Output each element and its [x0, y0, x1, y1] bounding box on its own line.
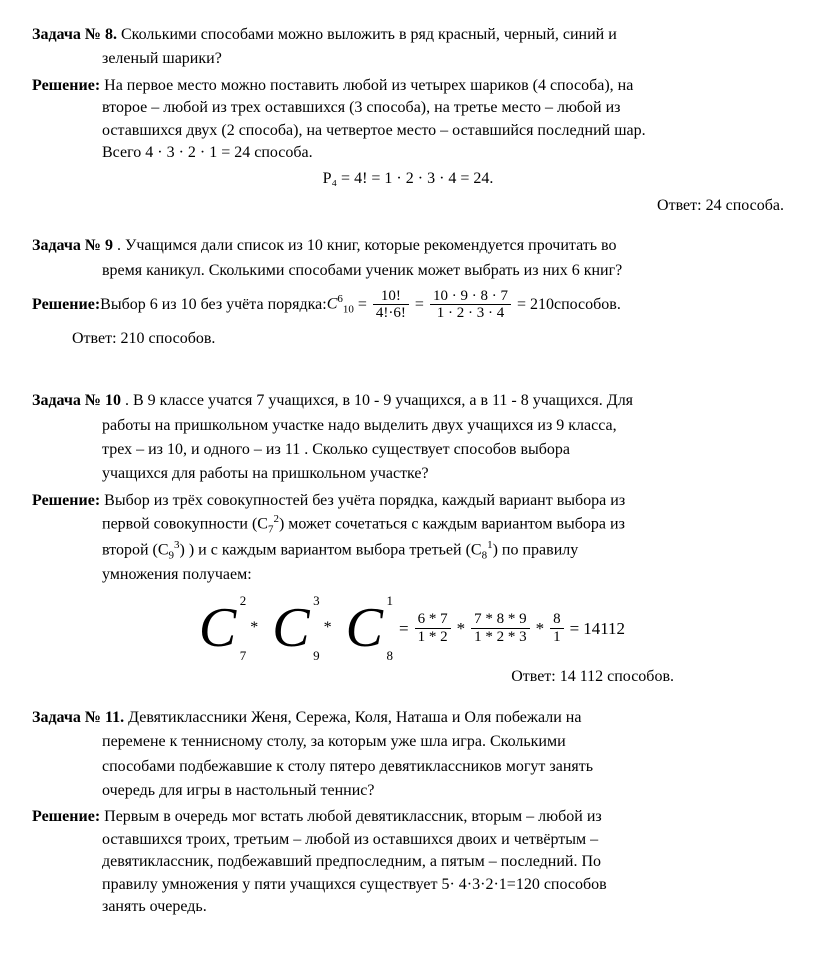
rhs-frac3: 8 1	[550, 611, 564, 645]
problem-8-title: Задача № 8.	[32, 26, 117, 43]
problem-10-answer: Ответ: 14 112 способов.	[32, 666, 784, 688]
eq-sign: =	[399, 617, 409, 641]
bigC2-base: C	[272, 597, 309, 659]
bigC2-sup: 3	[313, 594, 320, 607]
problem-11-text-l3: способами подбежавшие к столу пятеро дев…	[102, 756, 784, 778]
problem-11-text-l4: очередь для игры в настольный теннис?	[102, 780, 784, 802]
problem-11-sol-l2: оставшихся троих, третьим – любой из ост…	[102, 829, 784, 851]
problem-8-solution-label: Решение:	[32, 77, 100, 94]
bigC2-sub: 9	[313, 649, 320, 662]
problem-11-text-l1: Девятиклассники Женя, Сережа, Коля, Ната…	[128, 709, 581, 726]
frac2-den: 1 · 2 · 3 · 4	[430, 305, 511, 322]
frac-2: 10 · 9 · 8 · 7 1 · 2 · 3 · 4	[430, 288, 511, 322]
problem-10-solution-label: Решение:	[32, 492, 100, 509]
problem-10: Задача № 10 . В 9 классе учатся 7 учащих…	[32, 390, 784, 689]
sol-l2a: первой совокупности (C	[102, 516, 268, 533]
problem-8-text-l2: зеленый шарики?	[102, 48, 784, 70]
big-formula-rhs: = 6 * 7 1 * 2 * 7 * 8 * 9 1 * 2 * 3 * 8 …	[399, 611, 625, 645]
sol-l2-sub: 7	[268, 524, 274, 536]
problem-10-text-l1: . В 9 классе учатся 7 учащихся, в 10 - 9…	[125, 392, 633, 409]
problem-11-sol-l5: занять очередь.	[102, 896, 784, 918]
sol-l3-sub2: 8	[482, 550, 488, 562]
problem-10-text-l4: учащихся для работы на пришкольном участ…	[102, 463, 784, 485]
rhs-f2-den: 1 * 2 * 3	[471, 629, 530, 646]
bigC3-sub: 8	[387, 649, 394, 662]
star-rhs-2: *	[536, 617, 545, 641]
problem-8-formula: P₄ = 4! = 1 · 2 · 3 · 4 = 24.	[32, 168, 784, 190]
c-letter: C	[327, 295, 338, 312]
rhs-f2-num: 7 * 8 * 9	[471, 611, 530, 629]
problem-11-sol-l4: правилу умножения у пяти учащихся сущест…	[102, 874, 784, 896]
equals-2: =	[411, 294, 428, 316]
problem-8-answer: Ответ: 24 способа.	[32, 195, 784, 217]
problem-9-sol-prefix: Выбор 6 из 10 без учёта порядка:	[100, 294, 327, 316]
rhs-frac2: 7 * 8 * 9 1 * 2 * 3	[471, 611, 530, 645]
rhs-result: 14112	[583, 617, 625, 641]
problem-11-sol-l1: Первым в очередь мог встать любой девяти…	[104, 808, 602, 825]
bigC1-sub: 7	[240, 649, 247, 662]
bigC-1: C 2 7	[191, 600, 244, 656]
problem-11: Задача № 11. Девятиклассники Женя, Сереж…	[32, 707, 784, 919]
spacer	[32, 368, 784, 390]
star-rhs-1: *	[457, 617, 466, 641]
bigC1-sup: 2	[240, 594, 247, 607]
problem-9-result: 210	[530, 294, 554, 316]
problem-9-answer: Ответ: 210 способов.	[72, 328, 784, 350]
bigC3-sup: 1	[387, 594, 394, 607]
problem-10-big-formula: C 2 7 * C 3 9 * C 1 8 = 6 * 7 1 * 2 * 7 …	[32, 600, 784, 656]
problem-11-text-l2: перемене к теннисному столу, за которым …	[102, 731, 784, 753]
sol-l3c: ) по правилу	[493, 541, 579, 558]
problem-9-tail: способов.	[554, 294, 621, 316]
problem-9-text-l1: . Учащимся дали список из 10 книг, котор…	[117, 237, 617, 254]
problem-11-solution-label: Решение:	[32, 808, 100, 825]
rhs-f1-num: 6 * 7	[415, 611, 451, 629]
problem-8-sol-l1: На первое место можно поставить любой из…	[104, 77, 633, 94]
problem-10-text-l3: трех – из 10, и одного – из 11 . Сколько…	[102, 439, 784, 461]
problem-9-c-symbol: C610	[327, 292, 354, 318]
bigC-3: C 1 8	[338, 600, 391, 656]
problem-8-sol-l2: второе – любой из трех оставшихся (3 спо…	[102, 97, 784, 119]
sol-l2b: ) может сочетаться с каждым вариантом вы…	[279, 516, 625, 533]
problem-9-solution-label: Решение:	[32, 294, 100, 316]
equals-3: =	[513, 294, 530, 316]
problem-10-sol-l3: второй (C93) ) и с каждым вариантом выбо…	[102, 538, 784, 564]
rhs-f3-den: 1	[550, 629, 564, 646]
star-1: *	[250, 617, 258, 639]
problem-9: Задача № 9 . Учащимся дали список из 10 …	[32, 235, 784, 350]
problem-11-sol-l3: девятиклассник, подбежавший предпоследни…	[102, 851, 784, 873]
bigC3-base: C	[346, 597, 383, 659]
problem-11-title: Задача № 11.	[32, 709, 124, 726]
problem-8-text-l1: Сколькими способами можно выложить в ряд…	[121, 26, 617, 43]
problem-10-sol-l2: первой совокупности (C72) может сочетать…	[102, 512, 784, 538]
rhs-f3-num: 8	[550, 611, 564, 629]
frac1-num: 10!	[373, 288, 409, 306]
problem-10-text-l2: работы на пришкольном участке надо выдел…	[102, 415, 784, 437]
rhs-f1-den: 1 * 2	[415, 629, 451, 646]
frac-1: 10! 4!·6!	[373, 288, 409, 322]
star-2: *	[324, 617, 332, 639]
sol-l3a: второй (C	[102, 541, 169, 558]
problem-10-title: Задача № 10	[32, 392, 121, 409]
problem-8: Задача № 8. Сколькими способами можно вы…	[32, 24, 784, 217]
eq-sign-2: =	[570, 617, 580, 641]
sol-l3b: ) ) и с каждым вариантом выбора третьей …	[180, 541, 482, 558]
frac2-num: 10 · 9 · 8 · 7	[430, 288, 511, 306]
rhs-frac1: 6 * 7 1 * 2	[415, 611, 451, 645]
problem-10-sol-l1: Выбор из трёх совокупностей без учёта по…	[104, 492, 625, 509]
c-sub: 10	[343, 303, 354, 315]
frac1-den: 4!·6!	[373, 305, 409, 322]
bigC-2: C 3 9	[264, 600, 317, 656]
problem-8-sol-l3: оставшихся двух (2 способа), на четверто…	[102, 120, 784, 142]
sol-l3-sub1: 9	[169, 550, 175, 562]
problem-9-text-l2: время каникул. Сколькими способами учени…	[102, 260, 784, 282]
problem-9-title: Задача № 9	[32, 237, 113, 254]
problem-10-sol-l4: умножения получаем:	[102, 564, 784, 586]
bigC1-base: C	[199, 597, 236, 659]
equals-1: =	[354, 294, 371, 316]
problem-8-sol-l4: Всего 4 · 3 · 2 · 1 = 24 способа.	[102, 142, 784, 164]
